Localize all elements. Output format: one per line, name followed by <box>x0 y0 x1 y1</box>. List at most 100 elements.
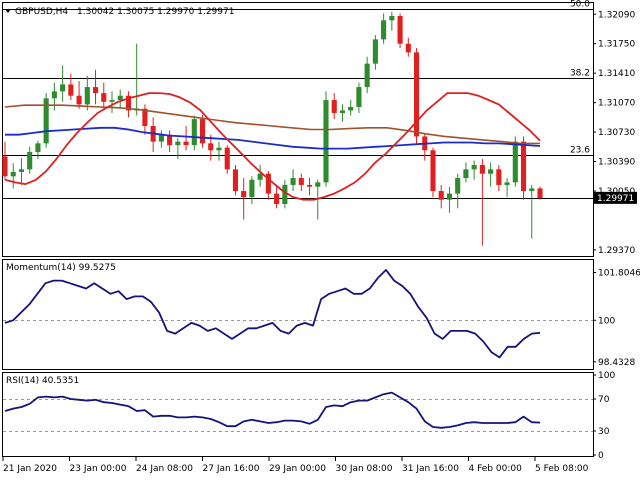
rsi-title: RSI(14) 40.5351 <box>6 376 79 386</box>
time-tick-label-0: 21 Jan 2020 <box>3 464 57 474</box>
candle-body-48 <box>397 15 403 44</box>
candle-body-42 <box>348 106 354 111</box>
candle-body-46 <box>381 20 387 40</box>
candle-body-63 <box>520 141 527 192</box>
candle-body-6 <box>51 91 57 99</box>
candle-body-11 <box>92 87 99 94</box>
candle-body-4 <box>35 143 41 153</box>
time-tick-label-4: 29 Jan 00:00 <box>269 464 326 474</box>
price-tick-label-3: 1.31070 <box>598 99 635 109</box>
price-tick-label-4: 1.30730 <box>598 128 635 138</box>
candle-body-61 <box>504 182 510 185</box>
price-axis: 1.32090 1.31750 1.31410 1.31070 1.30730 1.303… <box>593 10 637 256</box>
sma-red-line <box>4 92 541 201</box>
time-tick-label-2: 24 Jan 08:00 <box>136 464 193 474</box>
momentum-tick-label-1: 100 <box>598 316 615 326</box>
time-tick-label-5: 30 Jan 08:00 <box>336 464 393 474</box>
candle-body-32 <box>265 173 271 194</box>
candle-body-55 <box>455 178 461 194</box>
candle-body-54 <box>446 193 453 200</box>
candle-body-26 <box>216 147 222 151</box>
candle-body-44 <box>364 63 370 88</box>
chart-ohlc: 1.30042 1.30075 1.29970 1.29971 <box>77 7 234 17</box>
candle-body-13 <box>109 100 115 102</box>
candle-body-40 <box>331 100 337 114</box>
candle-body-23 <box>191 119 197 146</box>
candle-body-56 <box>463 169 469 179</box>
sma-blue-line <box>5 126 541 150</box>
candle-body-35 <box>290 178 296 185</box>
candle-body-64 <box>529 188 535 192</box>
candle-body-62 <box>512 141 518 183</box>
current-price-tag <box>593 191 637 204</box>
price-tick-label-1: 1.31750 <box>598 40 635 50</box>
candle-body-0 <box>2 156 8 177</box>
candle-body-31 <box>257 173 263 180</box>
candle-body-58 <box>479 165 485 174</box>
candle-body-38 <box>315 182 321 187</box>
candle-body-10 <box>84 87 90 105</box>
time-axis: 21 Jan 2020 23 Jan 00:00 24 Jan 08:00 27 Ja… <box>2 457 589 474</box>
candle-body-24 <box>199 119 206 144</box>
candle-body-49 <box>405 43 411 53</box>
candle-body-33 <box>274 193 280 205</box>
time-tick-label-7: 4 Feb 00:00 <box>469 464 523 474</box>
sma-brown-line <box>4 104 540 145</box>
chart-symbol: GBPUSD,H4 <box>15 7 68 17</box>
momentum-panel-frame <box>2 259 594 370</box>
price-tick-label-0: 1.32090 <box>598 10 635 20</box>
candle-body-22 <box>183 141 189 146</box>
current-price-label: 1.29971 <box>597 194 634 204</box>
candle-body-41 <box>339 110 346 114</box>
candle-body-30 <box>249 179 255 198</box>
candle-body-21 <box>175 141 181 146</box>
momentum-layer: 101.8046 100 98.4328 <box>3 268 640 368</box>
candle-body-20 <box>167 134 173 146</box>
candle-body-7 <box>60 84 66 92</box>
candle-body-34 <box>282 184 288 205</box>
candle-body-12 <box>101 93 107 102</box>
momentum-tick-label-0: 101.8046 <box>598 268 640 278</box>
time-tick-label-8: 5 Feb 08:00 <box>535 464 589 474</box>
candle-body-52 <box>430 150 436 192</box>
candle-body-53 <box>438 191 444 200</box>
rsi-tick-label-0: 100 <box>598 371 615 381</box>
price-tick-label-7: 1.29370 <box>598 246 635 256</box>
candle-body-3 <box>27 152 33 170</box>
momentum-line <box>4 268 541 359</box>
candle-body-59 <box>488 169 494 174</box>
collapse-triangle-icon[interactable] <box>5 9 11 13</box>
rsi-tick-label-1: 70 <box>598 395 610 405</box>
time-tick-label-1: 23 Jan 00:00 <box>70 464 127 474</box>
candle-body-25 <box>208 143 214 151</box>
fib-label-0: 50.0 <box>570 0 590 10</box>
rsi-tick-label-3: 0 <box>598 451 604 461</box>
candle-body-14 <box>117 95 123 101</box>
candle-body-5 <box>43 98 49 144</box>
candle-body-8 <box>68 84 74 96</box>
candle-body-43 <box>356 87 362 107</box>
candle-body-60 <box>496 169 502 185</box>
candle-body-45 <box>372 39 378 64</box>
candle-body-57 <box>471 165 477 170</box>
candle-layer <box>2 11 543 246</box>
candle-body-50 <box>413 52 420 137</box>
candle-body-1 <box>10 171 16 177</box>
time-tick-label-3: 27 Jan 16:00 <box>203 464 260 474</box>
candle-body-29 <box>241 191 247 198</box>
candle-body-65 <box>537 188 543 198</box>
rsi-layer: 100 70 30 0 <box>3 371 615 461</box>
time-tick-label-6: 31 Jan 16:00 <box>402 464 459 474</box>
candle-body-39 <box>323 100 329 183</box>
momentum-title: Momentum(14) 99.5275 <box>6 263 116 273</box>
price-tick-label-2: 1.31410 <box>598 69 635 79</box>
momentum-tick-label-2: 98.4328 <box>598 358 635 368</box>
candle-body-47 <box>389 15 395 21</box>
rsi-tick-label-2: 30 <box>598 427 610 437</box>
main-panel-frame <box>2 2 594 257</box>
rsi-line <box>4 391 541 429</box>
candle-body-2 <box>18 169 25 172</box>
candle-body-19 <box>158 134 164 142</box>
